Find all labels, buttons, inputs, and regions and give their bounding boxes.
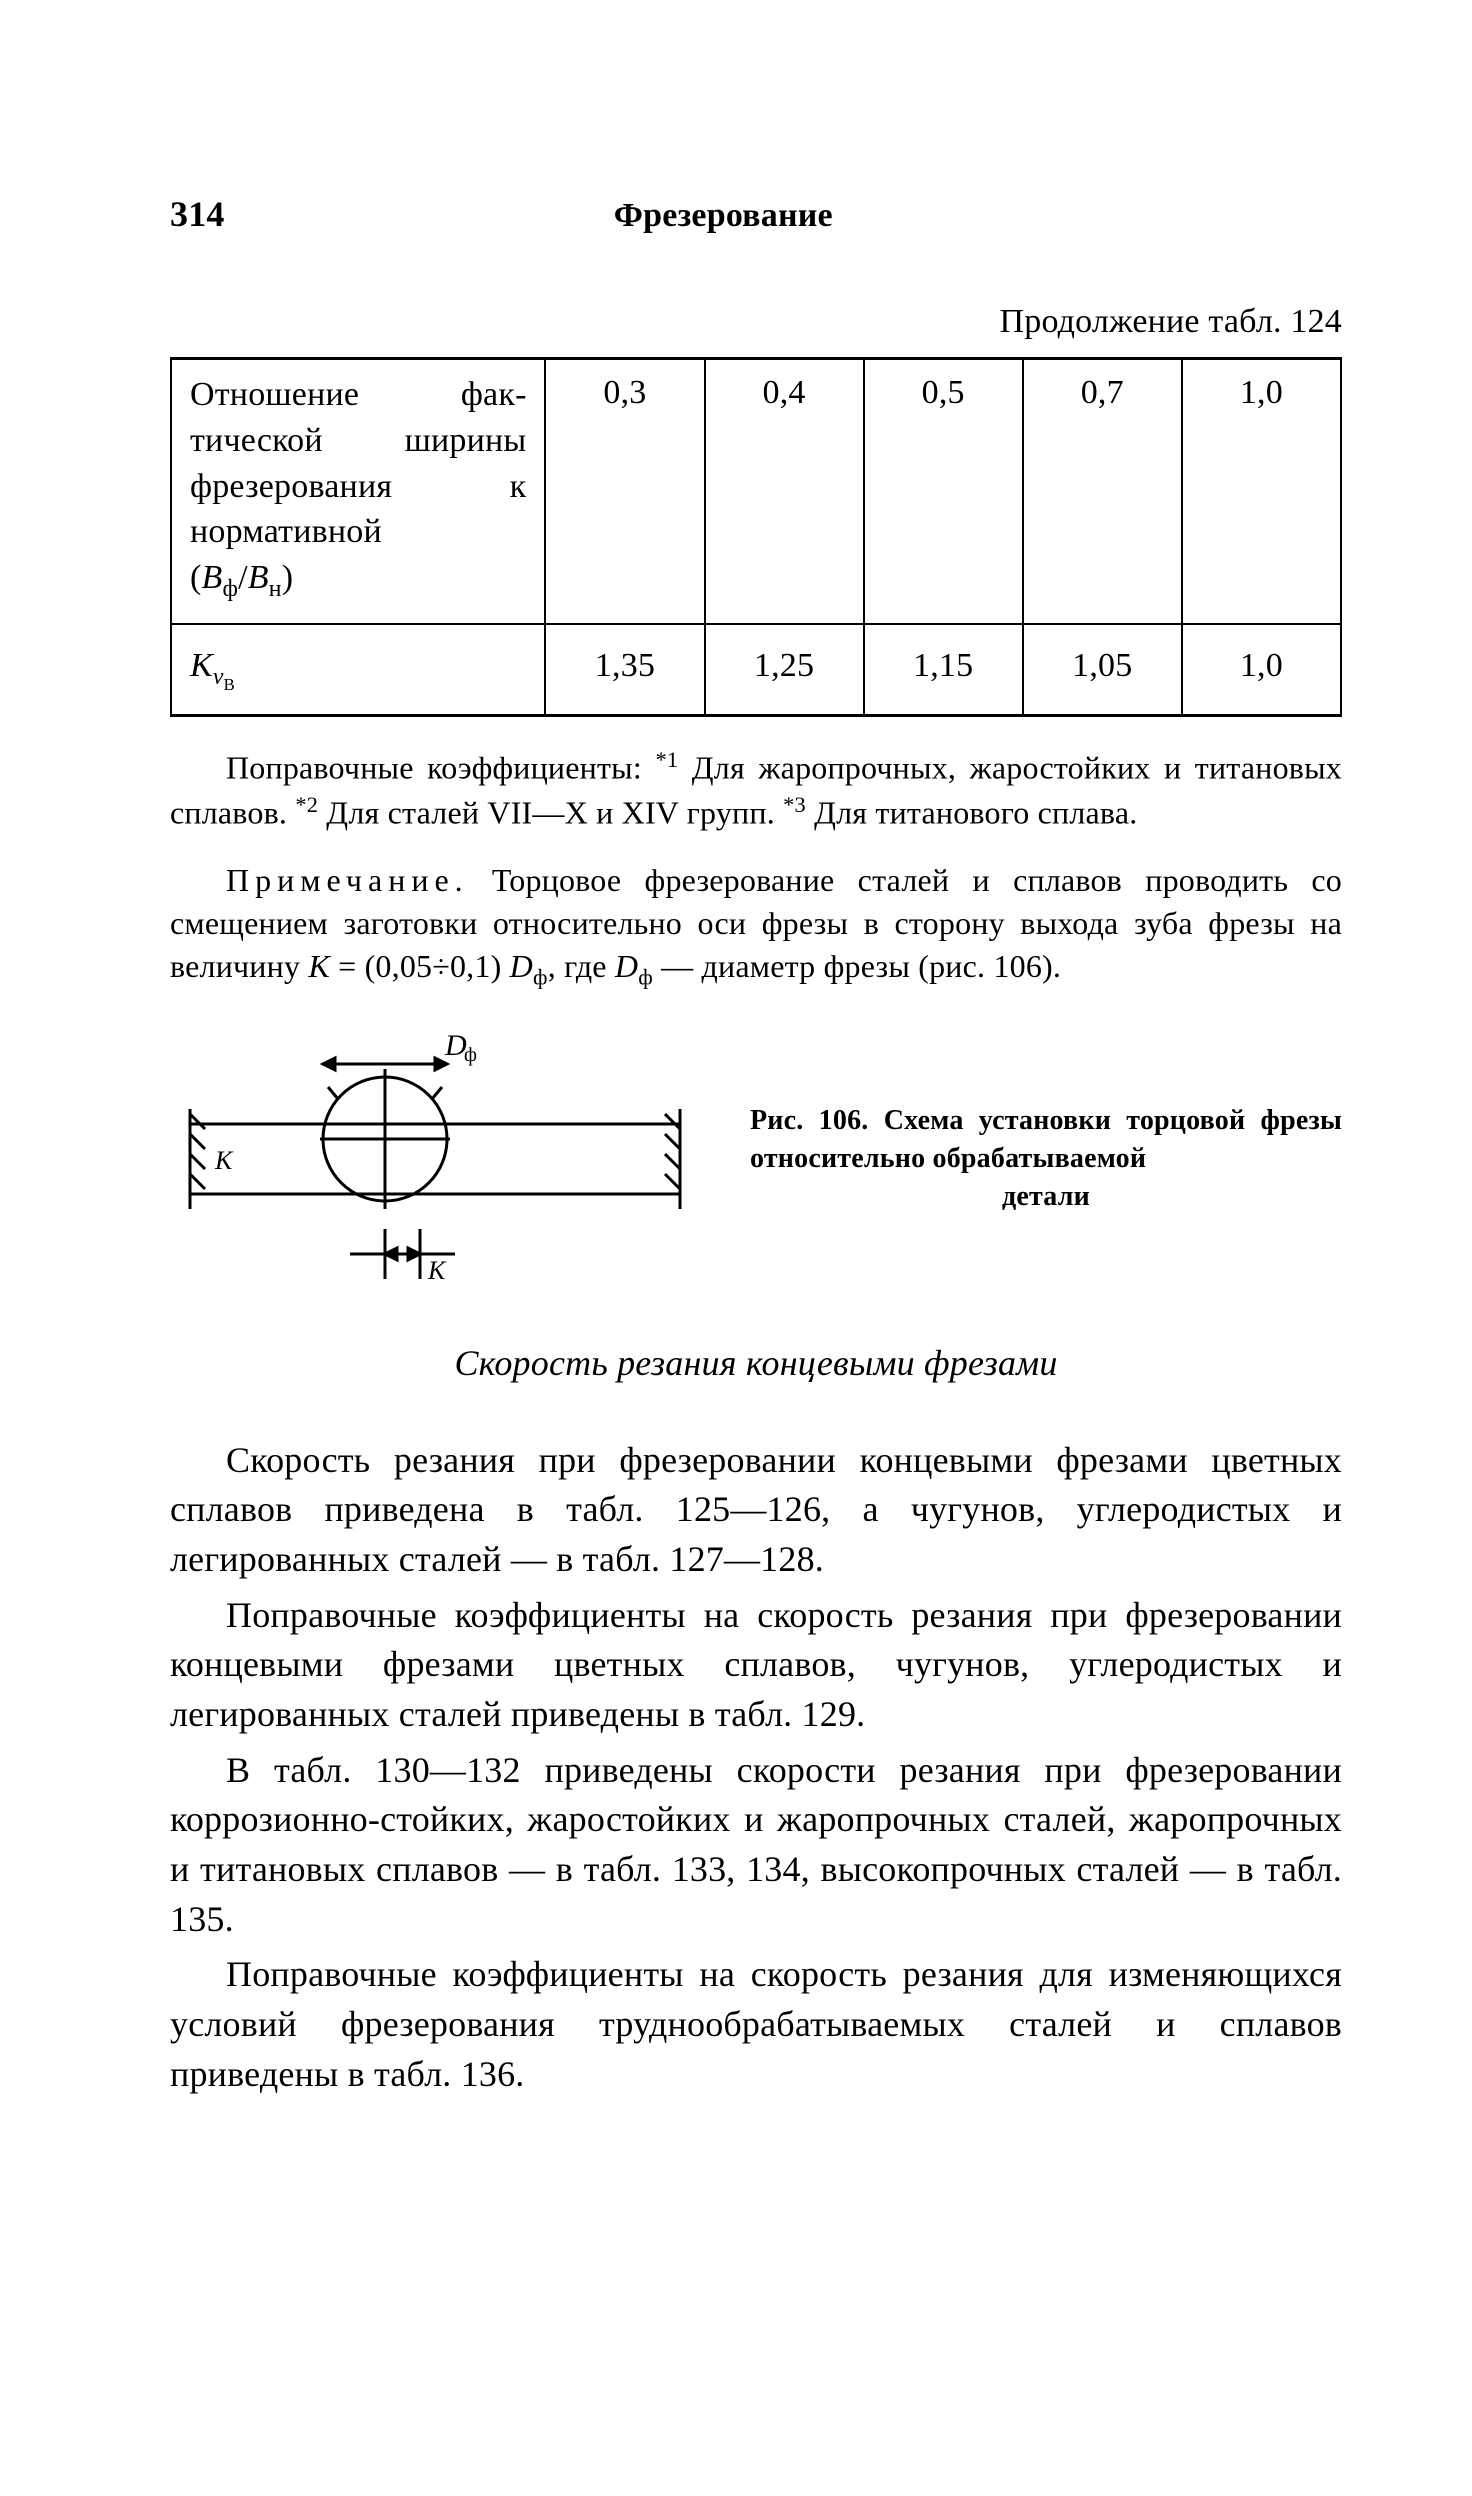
page-header: 314 Фрезерование (170, 190, 1342, 239)
figure-row: D ф K K Рис. 106. Схема установки торцов… (170, 1029, 1342, 1289)
chapter-title: Фрезерование (165, 193, 1282, 239)
table-cell: 0,5 (864, 358, 1023, 624)
row1-label: Отношение фак­тической ширины фрезерован… (190, 376, 526, 551)
footnote-lead: Поправочные коэффициенты: (226, 750, 655, 786)
figure-caption-last: детали (750, 1178, 1342, 1216)
body-paragraph: В табл. 130—132 приведены скорости резан… (170, 1746, 1342, 1945)
footnote-mark: *1 (655, 747, 678, 772)
figure-caption-main: Рис. 106. Схема установки торцовой фрезы… (750, 1105, 1342, 1174)
table-cell: 0,4 (705, 358, 864, 624)
footnote-text: Для сталей VII—X и XIV групп. (318, 795, 783, 831)
page: 314 Фрезерование Продолжение табл. 124 О… (0, 0, 1472, 2496)
subheading: Скорость резания концевыми фрезами (170, 1339, 1342, 1388)
note-block: Примечание. Торцовое фрезерование сталей… (170, 859, 1342, 993)
table-row: Отношение фак­тической ширины фрезерован… (171, 358, 1341, 624)
table-cell: 1,25 (705, 624, 864, 716)
row1-symbol: (Bф/Bн) (190, 559, 293, 596)
row1-label-cell: Отношение фак­тической ширины фрезерован… (171, 358, 545, 624)
row2-symbol-cell: KvB (171, 624, 545, 716)
footnotes: Поправочные коэффициенты: *1 Для жаропро… (170, 745, 1342, 835)
correction-table: Отношение фак­тической ширины фрезерован… (170, 357, 1342, 718)
figure-d-sub: ф (464, 1044, 477, 1066)
table-cell: 1,35 (545, 624, 704, 716)
table-cell: 1,05 (1023, 624, 1182, 716)
footnote-text: Для тита­нового сплава. (806, 795, 1138, 831)
table-cell: 0,7 (1023, 358, 1182, 624)
note-formula: K (308, 948, 330, 984)
table-cell: 1,0 (1182, 358, 1341, 624)
figure-k-label: K (214, 1146, 234, 1175)
note-text: , где (548, 948, 615, 984)
note-text: — диаметр фрезы (рис. 106). (653, 948, 1061, 984)
figure-caption: Рис. 106. Схема установки торцовой фрезы… (750, 1102, 1342, 1215)
body-paragraph: Поправочные коэффициенты на скорость рез… (170, 1591, 1342, 1740)
table-cell: 1,0 (1182, 624, 1341, 716)
table-continued-label: Продолжение табл. 124 (170, 299, 1342, 345)
footnote-mark: *3 (783, 792, 806, 817)
note-var: D (615, 948, 638, 984)
figure-k-arrow-label: K (427, 1256, 447, 1285)
table-cell: 1,15 (864, 624, 1023, 716)
body-paragraph: Скорость резания при фрезеровании концев… (170, 1436, 1342, 1585)
footnote-mark: *2 (295, 792, 318, 817)
table-cell: 0,3 (545, 358, 704, 624)
table-row: KvB 1,35 1,25 1,15 1,05 1,0 (171, 624, 1341, 716)
note-prefix: Примечание. (226, 862, 469, 898)
figure-106-diagram: D ф K K (170, 1029, 690, 1289)
body-paragraph: Поправочные коэффициенты на скорость рез… (170, 1950, 1342, 2099)
